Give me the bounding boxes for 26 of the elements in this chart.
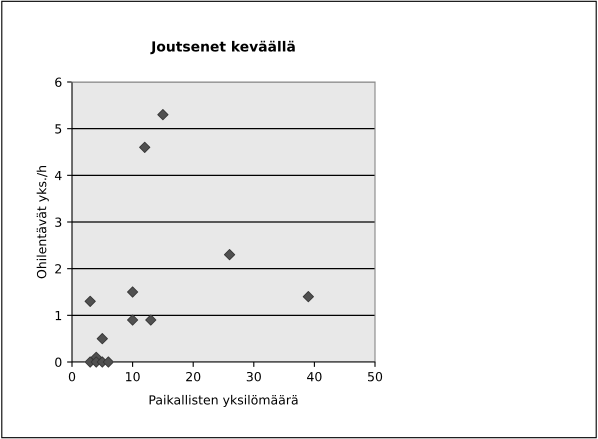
- point: [145, 314, 156, 326]
- point: [126, 286, 138, 298]
- point: [96, 333, 108, 344]
- y-tick-label: 0: [55, 357, 62, 367]
- y-tick-label: 3: [55, 217, 62, 227]
- y-tick-label: 6: [55, 77, 62, 87]
- chart-title: Joutsenet keväällä: [150, 40, 295, 54]
- x-tick-label: 10: [126, 372, 140, 382]
- point: [157, 109, 169, 120]
- y-tick-label: 1: [56, 310, 62, 320]
- point: [84, 296, 96, 307]
- x-axis-title: Paikallisten yksilömäärä: [150, 394, 298, 408]
- y-tick-label: 2: [55, 264, 62, 274]
- y-axis-title: Ohilentävät yks./h: [36, 166, 49, 278]
- x-tick-label: 20: [186, 372, 200, 382]
- point: [102, 356, 114, 368]
- point: [302, 291, 314, 302]
- x-tick-label: 40: [307, 372, 322, 382]
- point: [126, 314, 138, 326]
- x-tick-label: 0: [68, 372, 76, 382]
- x-tick-label: 30: [246, 372, 261, 382]
- x-tick-label: 50: [368, 372, 382, 382]
- y-tick-label: 4: [54, 170, 62, 180]
- point: [224, 249, 236, 260]
- y-tick-label: 5: [55, 124, 62, 134]
- point: [139, 142, 150, 153]
